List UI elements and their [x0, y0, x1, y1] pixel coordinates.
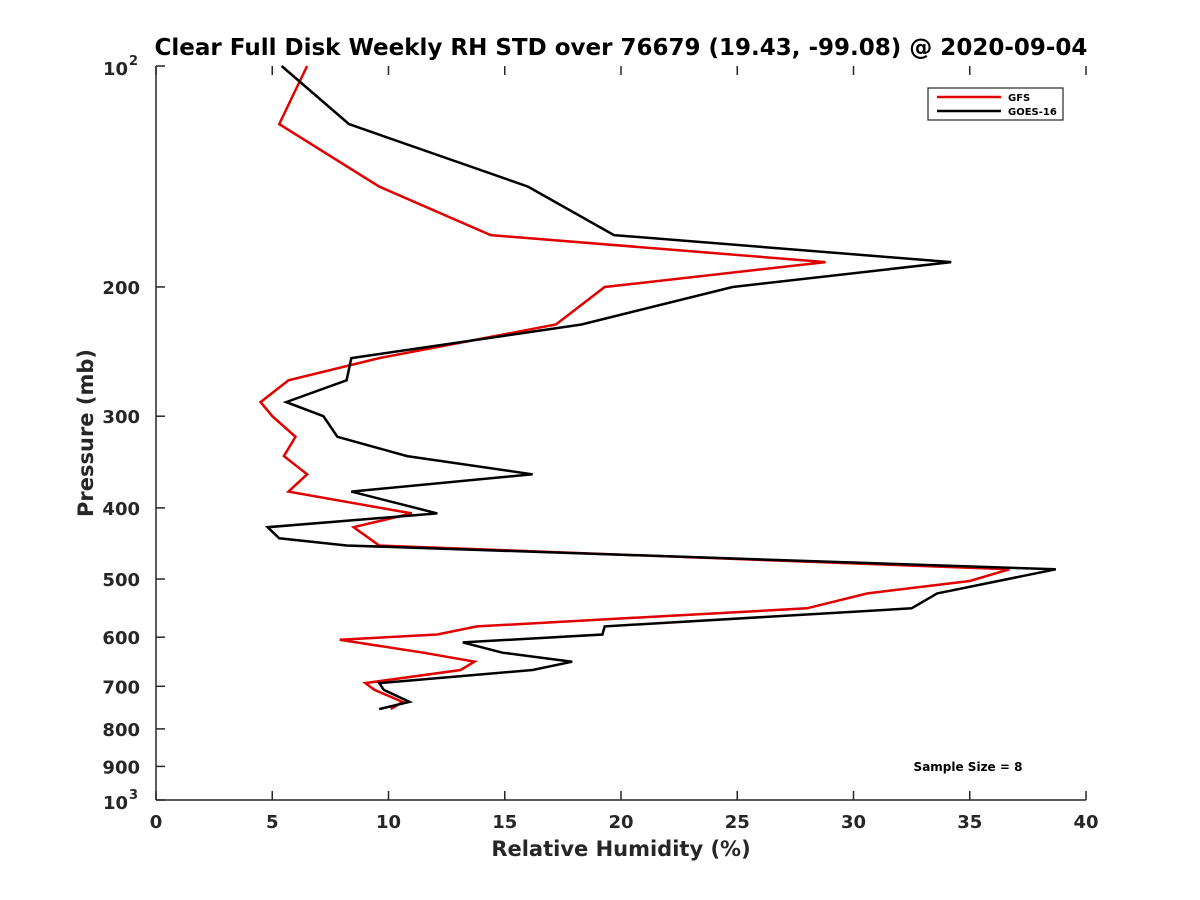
x-tick-label: 30	[841, 812, 866, 833]
y-tick-label: 800	[102, 720, 140, 741]
x-ticks: 0 5 10 15 20 25 30 35 40	[150, 66, 1099, 833]
y-tick-label: 10	[103, 59, 128, 80]
series-layer	[258, 65, 1057, 711]
y-tick-label: 500	[102, 570, 140, 591]
x-tick-label: 0	[150, 812, 163, 833]
y-tick-label-exponent: 3	[129, 788, 138, 803]
x-tick-label: 25	[725, 812, 750, 833]
legend-label: GFS	[1008, 93, 1030, 104]
y-tick-label: 300	[102, 407, 140, 428]
x-tick-label: 15	[492, 812, 517, 833]
x-tick-label: 20	[608, 812, 633, 833]
series-line-gfs	[258, 65, 1010, 711]
y-tick-label: 600	[102, 628, 140, 649]
y-tick-label: 10	[103, 793, 128, 814]
x-tick-label: 35	[957, 812, 982, 833]
x-tick-label: 10	[376, 812, 401, 833]
y-tick-label: 200	[102, 278, 140, 299]
legend-box	[927, 87, 1064, 121]
series-line-goes-16	[264, 65, 1057, 711]
legend-label: GOES-16	[1008, 107, 1057, 118]
y-axis-label: Pressure (mb)	[74, 349, 98, 517]
y-tick-label-exponent: 2	[129, 54, 138, 69]
x-axis-label: Relative Humidity (%)	[491, 837, 750, 861]
x-tick-label: 5	[266, 812, 279, 833]
legend: GFS GOES-16	[927, 87, 1064, 121]
x-tick-label: 40	[1073, 812, 1098, 833]
chart-title: Clear Full Disk Weekly RH STD over 76679…	[155, 35, 1088, 61]
sample-size-annotation: Sample Size = 8	[914, 760, 1023, 774]
y-tick-label: 900	[102, 757, 140, 778]
plot-area	[156, 66, 1086, 800]
y-tick-label: 700	[102, 677, 140, 698]
y-tick-label: 400	[102, 499, 140, 520]
